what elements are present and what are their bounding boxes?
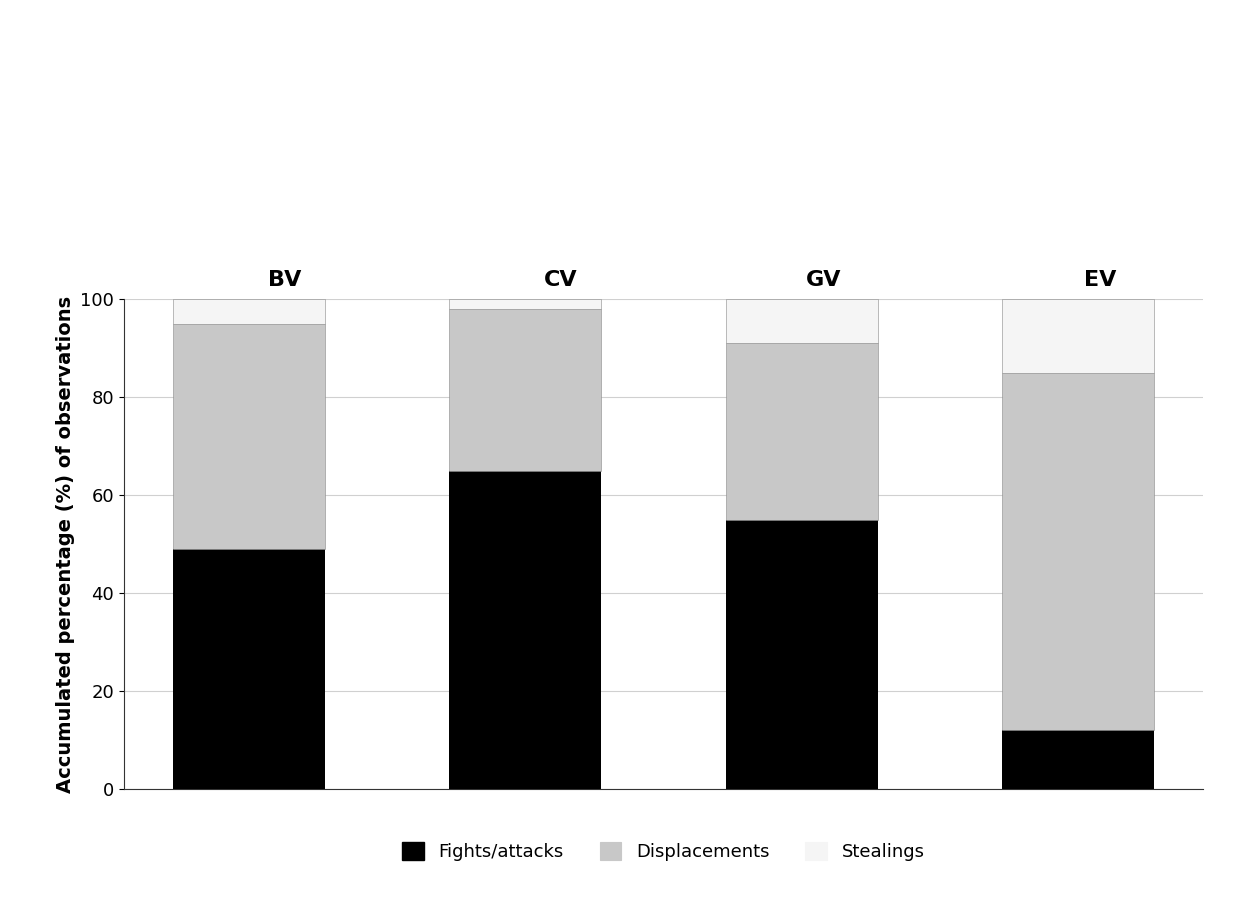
Bar — [174, 299, 325, 324]
Bar — [1002, 730, 1153, 789]
Text: CV: CV — [544, 269, 578, 289]
Text: GV: GV — [806, 269, 842, 289]
Bar — [174, 549, 325, 789]
Legend: Fights/attacks, Displacements, Stealings: Fights/attacks, Displacements, Stealings — [396, 834, 931, 868]
Bar — [449, 471, 601, 789]
Bar — [725, 520, 878, 789]
Text: EV: EV — [1084, 269, 1116, 289]
Bar — [449, 309, 601, 471]
Bar — [449, 299, 601, 309]
Y-axis label: Accumulated percentage (%) of observations: Accumulated percentage (%) of observatio… — [56, 296, 74, 793]
Bar — [725, 299, 878, 344]
Bar — [1002, 299, 1153, 373]
Bar — [1002, 373, 1153, 730]
Bar — [174, 324, 325, 549]
Text: BV: BV — [268, 269, 301, 289]
Bar — [725, 344, 878, 520]
